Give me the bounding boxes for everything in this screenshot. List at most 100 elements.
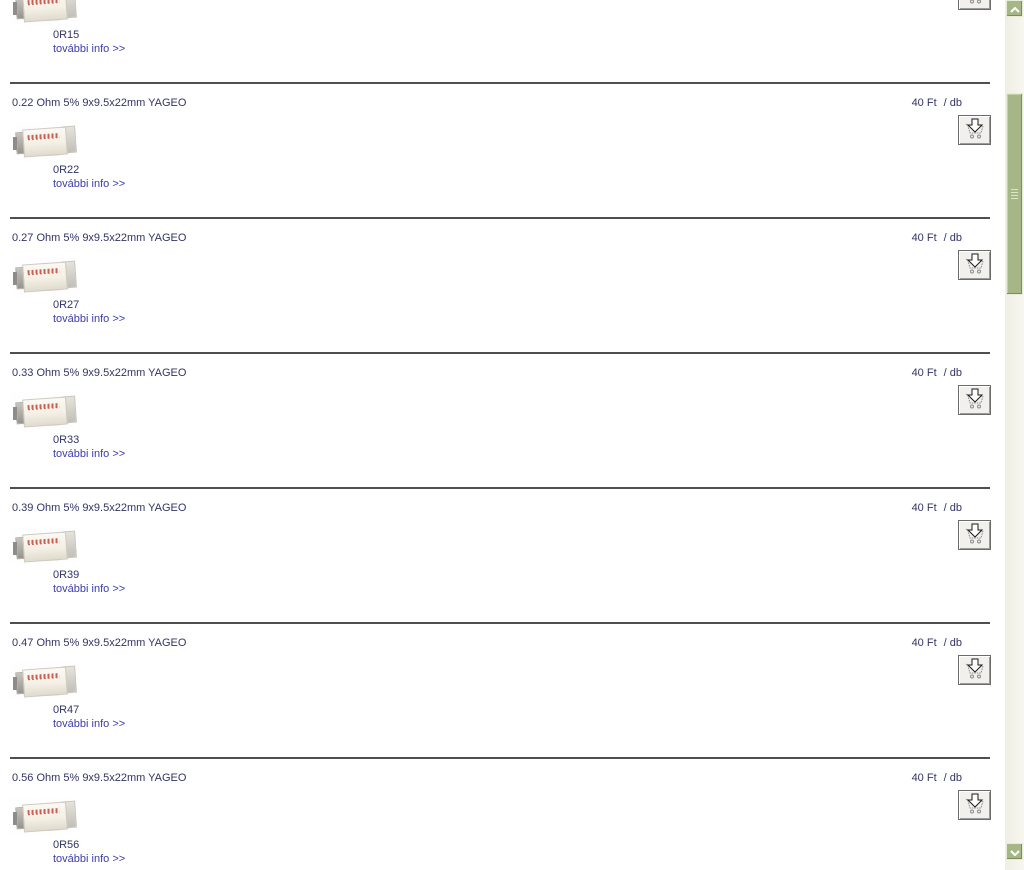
product-price: 40 Ft / db bbox=[912, 637, 962, 649]
resistor-red-label bbox=[27, 0, 60, 6]
product-code: 0R33 bbox=[53, 434, 80, 446]
more-info-link[interactable]: további info >> bbox=[53, 313, 126, 325]
resistor-red-label bbox=[27, 807, 60, 816]
resistor-red-label bbox=[27, 267, 60, 276]
price-unit: / db bbox=[943, 232, 962, 244]
product-price: 40 Ft / db bbox=[912, 502, 962, 514]
price-value: 40 Ft bbox=[911, 232, 937, 244]
more-info-link[interactable]: további info >> bbox=[53, 178, 126, 190]
price-value: 40 Ft bbox=[911, 772, 937, 784]
price-unit: / db bbox=[943, 637, 962, 649]
row-divider bbox=[10, 757, 990, 759]
product-row: 0.22 Ohm 5% 9x9.5x22mm YAGEO 40 Ft / db 0… bbox=[0, 82, 1024, 217]
product-code: 0R39 bbox=[53, 569, 80, 581]
price-value: 40 Ft bbox=[911, 97, 937, 109]
resistor-body bbox=[22, 396, 68, 428]
row-divider bbox=[10, 217, 990, 219]
cart-down-arrow-icon bbox=[963, 658, 987, 683]
scrollbar-thumb[interactable] bbox=[1006, 93, 1023, 295]
more-info-link[interactable]: további info >> bbox=[53, 583, 126, 595]
price-value: 40 Ft bbox=[911, 367, 937, 379]
chevron-down-icon bbox=[1009, 844, 1020, 859]
price-value: 40 Ft bbox=[911, 637, 937, 649]
add-to-cart-button[interactable] bbox=[958, 250, 991, 280]
product-photo[interactable] bbox=[10, 392, 77, 430]
product-row: 0.39 Ohm 5% 9x9.5x22mm YAGEO 40 Ft / db 0… bbox=[0, 487, 1024, 622]
add-to-cart-button[interactable] bbox=[958, 520, 991, 550]
resistor-left-lead bbox=[13, 272, 17, 285]
product-title: 0.27 Ohm 5% 9x9.5x22mm YAGEO bbox=[12, 232, 187, 244]
product-code: 0R27 bbox=[53, 299, 80, 311]
scrollbar-down-button[interactable] bbox=[1006, 843, 1023, 860]
resistor-left-lead bbox=[13, 812, 17, 825]
vertical-scrollbar bbox=[1005, 0, 1024, 870]
product-price: 40 Ft / db bbox=[912, 97, 962, 109]
add-to-cart-button[interactable] bbox=[958, 115, 991, 145]
resistor-red-label bbox=[27, 132, 60, 141]
product-title: 0.22 Ohm 5% 9x9.5x22mm YAGEO bbox=[12, 97, 187, 109]
product-photo[interactable] bbox=[10, 122, 77, 160]
resistor-red-label bbox=[27, 537, 60, 546]
more-info-link[interactable]: további info >> bbox=[53, 853, 126, 865]
resistor-left-lead bbox=[13, 2, 17, 15]
product-photo[interactable] bbox=[10, 797, 77, 835]
resistor-body bbox=[22, 126, 68, 158]
product-title: 0.47 Ohm 5% 9x9.5x22mm YAGEO bbox=[12, 637, 187, 649]
product-title: 0.33 Ohm 5% 9x9.5x22mm YAGEO bbox=[12, 367, 187, 379]
cart-down-arrow-icon bbox=[963, 0, 987, 8]
product-row: 0.47 Ohm 5% 9x9.5x22mm YAGEO 40 Ft / db 0… bbox=[0, 622, 1024, 757]
price-unit: / db bbox=[943, 502, 962, 514]
product-photo[interactable] bbox=[10, 527, 77, 565]
row-divider bbox=[10, 622, 990, 624]
add-to-cart-button[interactable] bbox=[958, 790, 991, 820]
row-divider bbox=[10, 352, 990, 354]
resistor-left-lead bbox=[13, 542, 17, 555]
add-to-cart-button[interactable] bbox=[958, 385, 991, 415]
resistor-red-label bbox=[27, 672, 60, 681]
product-price: 40 Ft / db bbox=[912, 772, 962, 784]
resistor-left-lead bbox=[13, 677, 17, 690]
resistor-body bbox=[22, 801, 68, 833]
resistor-body bbox=[22, 531, 68, 563]
row-divider bbox=[10, 82, 990, 84]
product-code: 0R47 bbox=[53, 704, 80, 716]
product-code: 0R56 bbox=[53, 839, 80, 851]
scrollbar-up-button[interactable] bbox=[1006, 0, 1023, 17]
product-row: 0.27 Ohm 5% 9x9.5x22mm YAGEO 40 Ft / db 0… bbox=[0, 217, 1024, 352]
resistor-red-label bbox=[27, 402, 60, 411]
price-unit: / db bbox=[943, 367, 962, 379]
product-row: 0.33 Ohm 5% 9x9.5x22mm YAGEO 40 Ft / db 0… bbox=[0, 352, 1024, 487]
product-photo[interactable] bbox=[10, 662, 77, 700]
more-info-link[interactable]: további info >> bbox=[53, 43, 126, 55]
resistor-left-lead bbox=[13, 407, 17, 420]
product-code: 0R15 bbox=[53, 29, 80, 41]
product-row: 0.56 Ohm 5% 9x9.5x22mm YAGEO 40 Ft / db 0… bbox=[0, 757, 1024, 870]
price-value: 40 Ft bbox=[911, 502, 937, 514]
add-to-cart-button[interactable] bbox=[958, 655, 991, 685]
product-title: 0.56 Ohm 5% 9x9.5x22mm YAGEO bbox=[12, 772, 187, 784]
chevron-up-icon bbox=[1009, 1, 1020, 16]
add-to-cart-button[interactable] bbox=[958, 0, 991, 10]
product-row: / db 0R15 további info >> bbox=[0, 0, 1024, 82]
product-photo[interactable] bbox=[10, 257, 77, 295]
price-unit: / db bbox=[943, 772, 962, 784]
cart-down-arrow-icon bbox=[963, 118, 987, 143]
product-price: 40 Ft / db bbox=[912, 367, 962, 379]
cart-down-arrow-icon bbox=[963, 253, 987, 278]
cart-down-arrow-icon bbox=[963, 523, 987, 548]
product-code: 0R22 bbox=[53, 164, 80, 176]
cart-down-arrow-icon bbox=[963, 388, 987, 413]
resistor-left-lead bbox=[13, 137, 17, 150]
cart-down-arrow-icon bbox=[963, 793, 987, 818]
product-photo[interactable] bbox=[10, 0, 77, 25]
row-divider bbox=[10, 487, 990, 489]
product-title: 0.39 Ohm 5% 9x9.5x22mm YAGEO bbox=[12, 502, 187, 514]
resistor-body bbox=[22, 0, 68, 23]
resistor-body bbox=[22, 261, 68, 293]
more-info-link[interactable]: további info >> bbox=[53, 448, 126, 460]
price-unit: / db bbox=[943, 97, 962, 109]
resistor-body bbox=[22, 666, 68, 698]
more-info-link[interactable]: további info >> bbox=[53, 718, 126, 730]
product-price: 40 Ft / db bbox=[912, 232, 962, 244]
